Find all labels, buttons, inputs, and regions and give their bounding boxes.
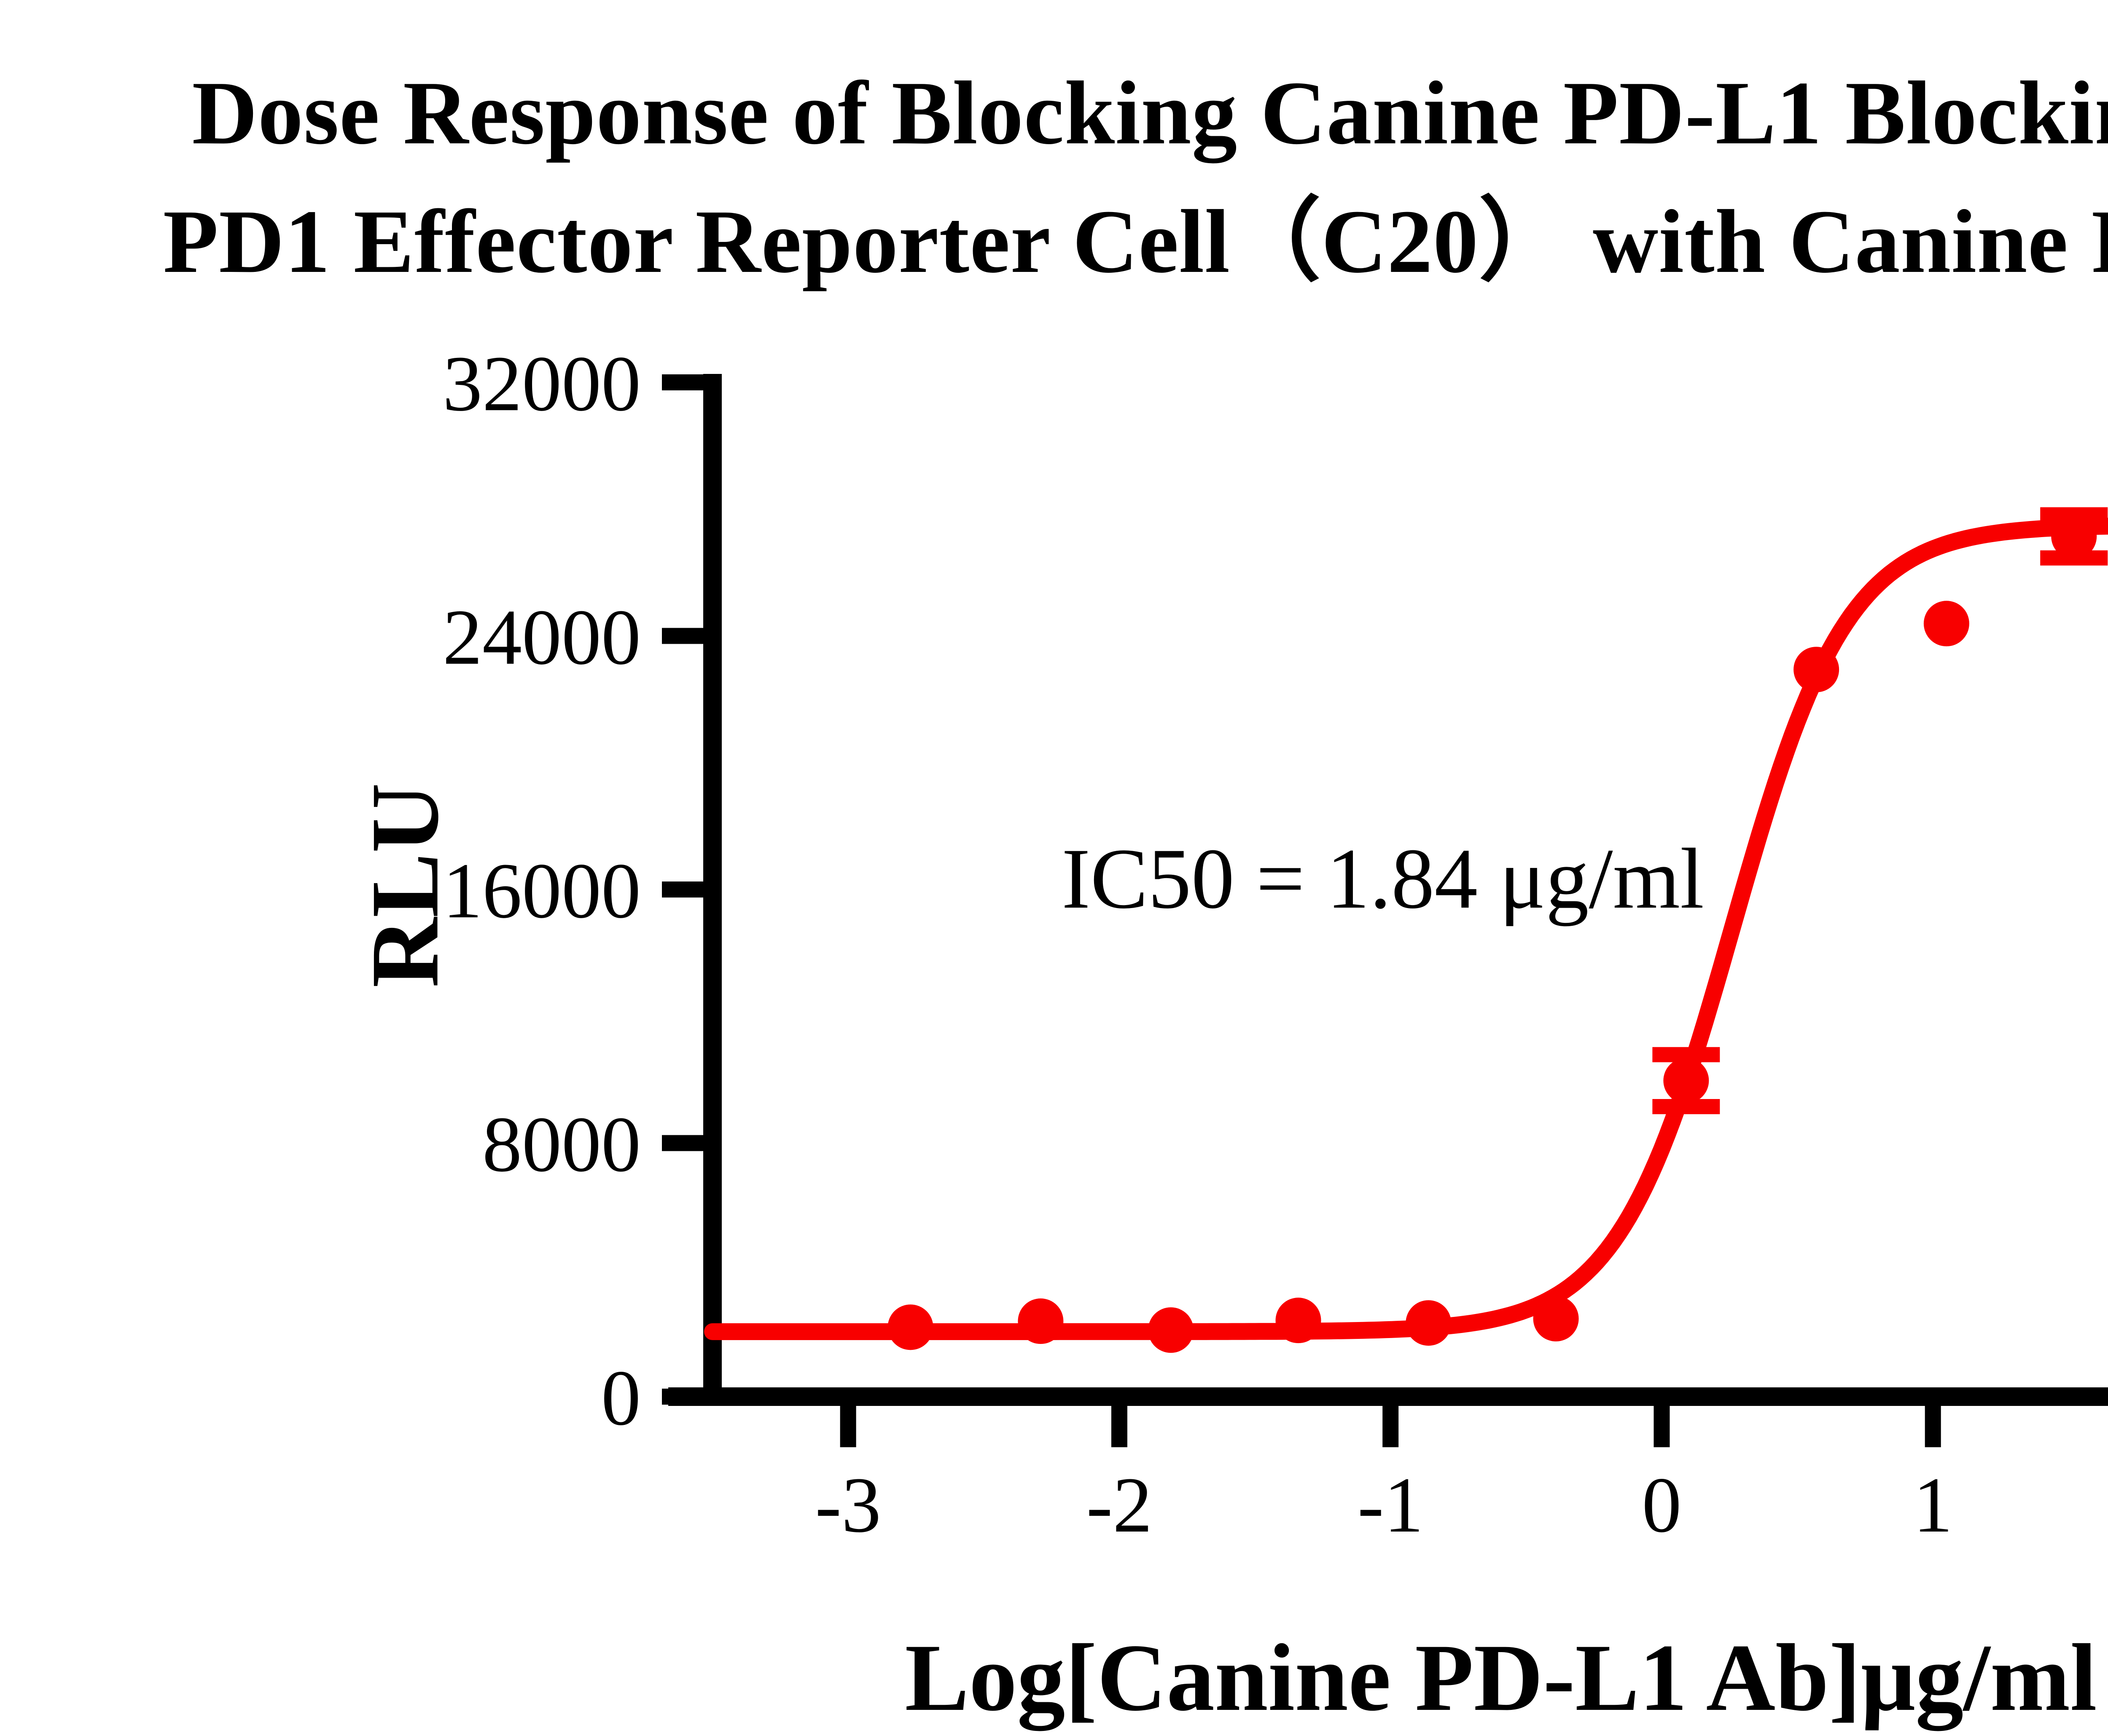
data-point xyxy=(1406,1300,1452,1346)
data-point xyxy=(1533,1296,1579,1342)
y-tick-label: 8000 xyxy=(482,1100,641,1188)
x-tick-label: 0 xyxy=(1642,1461,1681,1549)
y-tick-label: 32000 xyxy=(443,339,641,427)
data-point xyxy=(887,1304,933,1350)
chart-title: Dose Response of Blocking Canine PD-L1 B… xyxy=(0,48,2108,306)
data-point xyxy=(2051,513,2097,559)
x-tick-label: -1 xyxy=(1358,1461,1424,1549)
chart-title-line1: Dose Response of Blocking Canine PD-L1 B… xyxy=(192,62,2108,163)
data-point xyxy=(1793,647,1839,693)
y-tick-label: 24000 xyxy=(443,593,641,681)
chart-title-line2: PD1 Effector Reporter Cell（C20） with Can… xyxy=(163,191,2108,292)
data-point xyxy=(1663,1058,1709,1104)
data-point xyxy=(1923,601,1969,647)
ic50-annotation: IC50 = 1.84 μg/ml xyxy=(1062,831,1704,927)
x-tick-label: -3 xyxy=(815,1461,881,1549)
y-tick-label: 0 xyxy=(601,1354,641,1442)
fit-curve xyxy=(704,518,2108,1340)
data-point xyxy=(1148,1307,1194,1353)
x-axis-title: Log[Canine PD-L1 Ab]μg/ml xyxy=(905,1625,2097,1731)
data-point xyxy=(1275,1298,1321,1344)
x-tick-label: -2 xyxy=(1086,1461,1153,1549)
y-tick-label: 16000 xyxy=(443,847,641,935)
x-tick-label: 1 xyxy=(1913,1461,1953,1549)
y-axis-title: RLU xyxy=(351,783,459,988)
data-point xyxy=(1018,1298,1064,1344)
